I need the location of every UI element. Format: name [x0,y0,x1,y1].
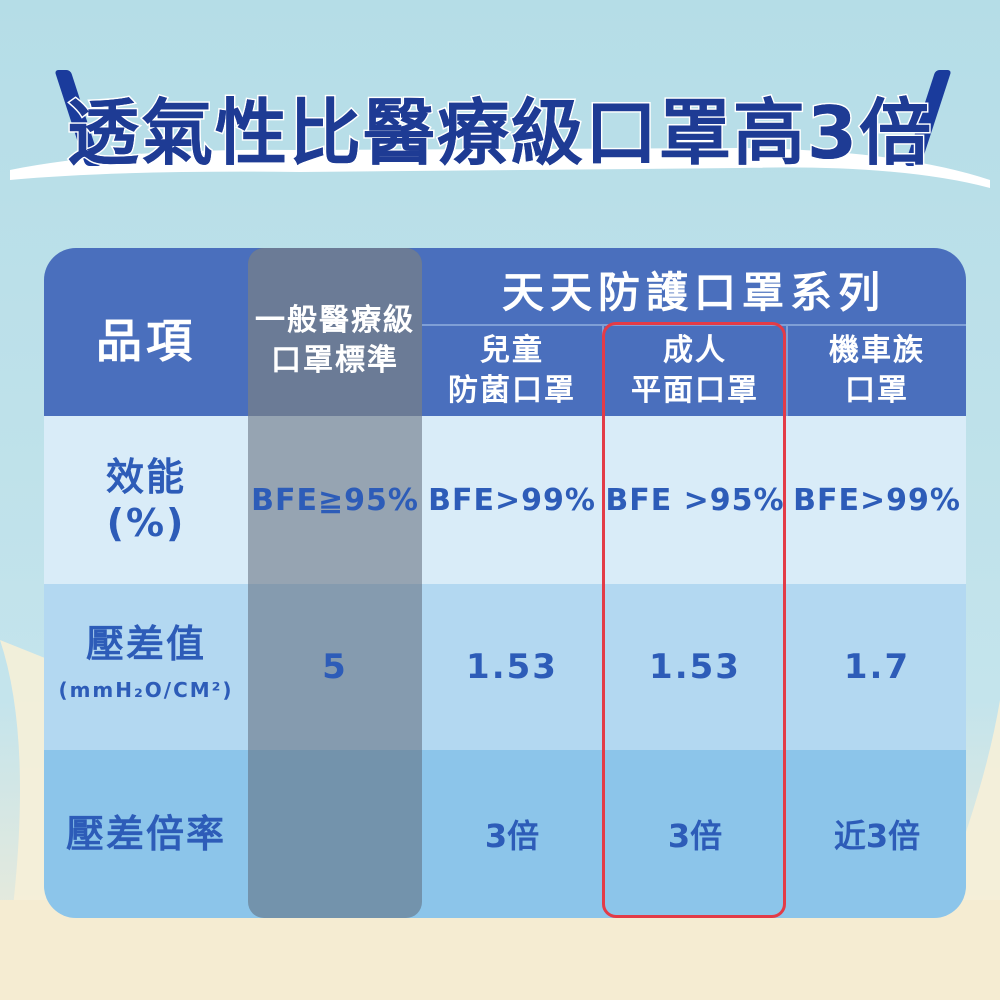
column-header-line1: 機車族 [829,333,925,368]
standard-value: BFE≧95% [251,482,419,518]
table-cell: 1.53 [466,647,558,687]
column-header-line1: 成人 [663,333,727,368]
row-label-line2: (%) [106,501,186,545]
column-header-line2: 口罩 [845,373,909,408]
table-cell: BFE>99% [428,482,596,518]
row-ratio-band [44,750,966,918]
series-divider [422,324,966,326]
row-label-line1: 效能 [105,455,186,499]
page-title: 透氣性比醫療級口罩高3倍 [65,90,934,177]
item-header: 品項 [96,314,196,368]
row-label-line1: 壓差值 [85,622,206,666]
table-header-band [44,248,966,416]
table-cell: 3倍 [667,817,723,855]
column-header-kids: 兒童 防菌口罩 [422,330,602,412]
row-label-pressure: 壓差值 (mmH₂O/CM²) [44,584,248,750]
standard-column-header-bg [248,248,422,416]
column-header-scooter: 機車族 口罩 [788,330,966,412]
table-cell: BFE >95% [605,482,785,518]
row-efficiency-band [44,416,966,584]
standard-header-line1: 一般醫療級 [255,303,415,338]
table-cell: 3倍 [484,817,540,855]
standard-header-line2: 口罩標準 [271,343,399,378]
standard-header: 一般醫療級 口罩標準 [248,296,422,386]
table-cell: BFE>99% [793,482,961,518]
comparison-table: 品項 一般醫療級 口罩標準 天天防護口罩系列 兒童 防菌口罩 成人 平面口罩 機… [44,248,966,918]
row-pressure-band [44,584,966,750]
column-header-line1: 兒童 [480,333,544,368]
column-divider [786,326,788,416]
table-cell: 1.53 [649,647,741,687]
column-header-adult: 成人 平面口罩 [604,330,786,412]
table-cell: 1.7 [843,647,911,687]
standard-value [248,750,422,918]
row-label-ratio: 壓差倍率 [65,812,226,856]
row-label-unit: (mmH₂O/CM²) [58,678,234,702]
highlight-frame [602,322,786,918]
series-header: 天天防護口罩系列 [501,267,886,317]
row-label-efficiency: 效能 (%) [44,416,248,584]
standard-value: 5 [322,647,348,687]
column-header-line2: 防菌口罩 [448,373,576,408]
title-banner [10,148,990,188]
table-cell: 近3倍 [833,817,921,855]
column-header-line2: 平面口罩 [631,373,759,408]
